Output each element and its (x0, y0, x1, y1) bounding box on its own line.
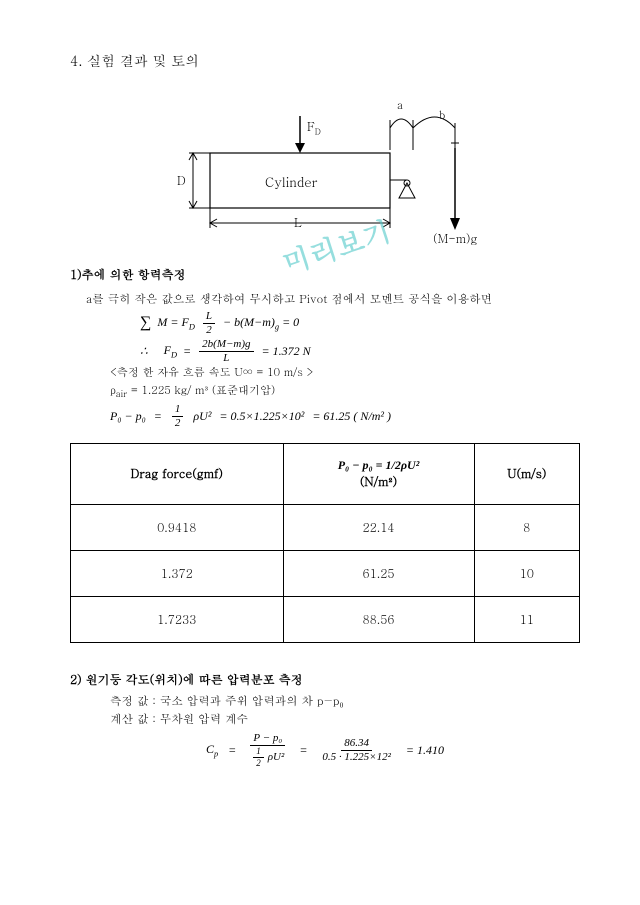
weight-label: (M-m)g (433, 230, 477, 247)
note-uinf: <측정 한 자유 흐름 속도 U∞ = 10 m/s > (110, 364, 580, 383)
eq-dynamic-pressure: P₀ − p₀ = 12 ρU² = 0.5×1.225×10² = 61.25… (110, 404, 580, 429)
table-row: 1.372 61.25 10 (71, 550, 580, 596)
table-row: 0.9418 22.14 8 (71, 504, 580, 550)
sub2-line2: 계산 값 : 무차원 압력 계수 (110, 710, 580, 728)
b-label: b (439, 108, 445, 123)
col-pressure: P₀ − p₀ = 1/2ρU² (N/m²) (283, 443, 474, 504)
sub1-heading: 1)추에 의한 항력측정 (70, 266, 580, 283)
cp-equation: Cp = P − p₀ 12 ρU² = 86.34 0.5 · 1.225×1… (70, 733, 580, 768)
sub1-intro: a를 극히 작은 값으로 생각하여 무시하고 Pivot 점에서 모멘트 공식을… (86, 291, 580, 308)
table-header-row: Drag force(gmf) P₀ − p₀ = 1/2ρU² (N/m²) … (71, 443, 580, 504)
sub2-heading: 2) 원기둥 각도(위치)에 따른 압력분포 측정 (70, 671, 580, 688)
moment-equation-block: ∑ M = FD L2 − b(M−m)g = 0 ∴ FD = 2b(M−m)… (140, 308, 580, 363)
cylinder-label: Cylinder (265, 172, 318, 191)
section-title: 4. 실험 결과 및 토의 (70, 50, 580, 70)
eq-row-1: ∑ M = FD L2 − b(M−m)g = 0 (140, 308, 580, 338)
l-label: L (294, 214, 302, 231)
col-drag: Drag force(gmf) (71, 443, 284, 504)
d-label: D (177, 172, 186, 189)
a-label: a (397, 98, 403, 113)
results-table: Drag force(gmf) P₀ − p₀ = 1/2ρU² (N/m²) … (70, 443, 580, 643)
sub2-line1: 측정 값 : 국소 압력과 주위 압력과의 차 p−p₀ (110, 692, 580, 710)
col-u: U(m/s) (474, 443, 579, 504)
note-rho: ρair = 1.225 kg/ m³ (표준대기압) (110, 382, 580, 401)
fd-label: FD (307, 118, 321, 137)
table-row: 1.7233 88.56 11 (71, 596, 580, 642)
cylinder-diagram: D Cylinder L FD a b (M-m)g (155, 88, 495, 258)
eq-row-2: ∴ FD = 2b(M−m)gL = 1.372 N (140, 339, 580, 364)
